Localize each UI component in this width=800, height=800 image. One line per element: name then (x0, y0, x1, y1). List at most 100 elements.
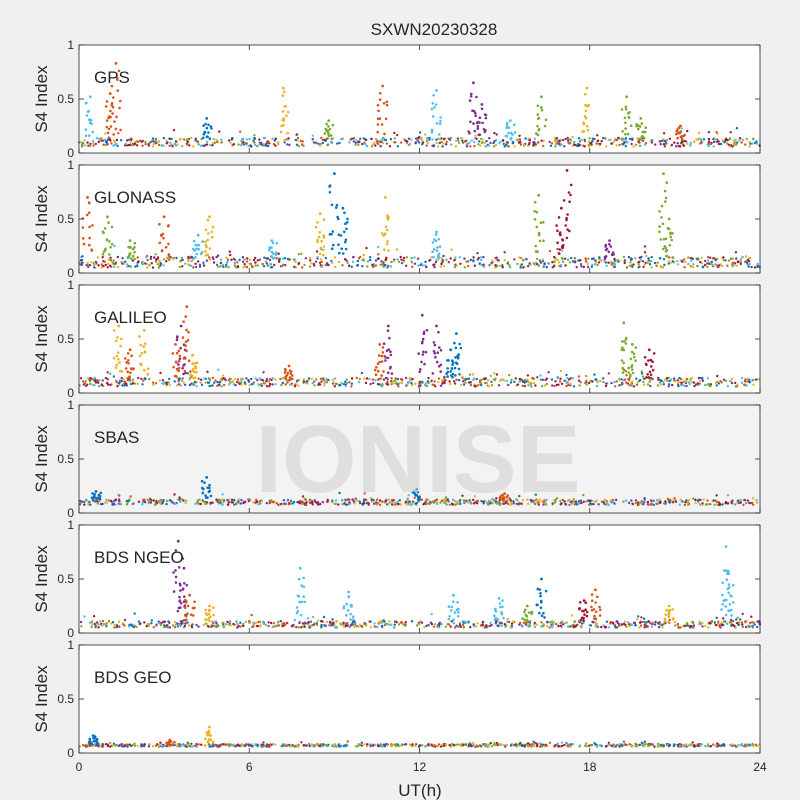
spike-point (434, 355, 437, 359)
data-point (680, 381, 683, 385)
data-point (473, 495, 476, 498)
data-point (146, 266, 149, 269)
data-point (353, 502, 356, 505)
data-point (701, 266, 705, 269)
data-point (735, 501, 739, 504)
data-point (83, 615, 86, 618)
data-point (241, 260, 245, 263)
spike-point (649, 373, 653, 377)
spike-point (726, 587, 730, 591)
data-point (433, 383, 436, 387)
data-point (473, 264, 476, 267)
data-point (118, 620, 121, 623)
spike-point (91, 130, 94, 134)
data-point (721, 139, 724, 142)
data-point (582, 500, 585, 503)
data-point (220, 138, 223, 141)
spike-point (338, 251, 341, 255)
data-point (566, 136, 569, 140)
data-point (256, 259, 259, 262)
data-point (610, 381, 613, 385)
data-point (321, 620, 324, 623)
spike-point (629, 357, 633, 361)
data-point (582, 265, 585, 269)
data-point (515, 498, 518, 501)
spike-point (431, 102, 435, 105)
spike-peak (449, 348, 453, 352)
data-point (330, 140, 333, 144)
spike-point (390, 372, 394, 375)
spike-peak (179, 324, 183, 328)
data-point (436, 145, 440, 148)
data-point (277, 252, 280, 255)
data-point (734, 503, 737, 506)
data-point (94, 142, 98, 146)
data-point (344, 380, 347, 383)
spike-point (99, 491, 103, 495)
spike-point (676, 128, 679, 131)
data-point (593, 263, 597, 266)
data-point (320, 380, 323, 383)
data-point (364, 381, 368, 385)
spike-point (681, 138, 684, 141)
spike-peak (560, 206, 563, 210)
data-point (570, 139, 573, 142)
data-point (543, 264, 546, 268)
spike-peak (630, 343, 634, 346)
data-point (689, 256, 692, 260)
data-point (613, 502, 616, 505)
data-point (751, 501, 754, 505)
data-point (245, 377, 248, 380)
spike-point (112, 356, 116, 360)
data-point (268, 378, 272, 381)
data-point (162, 258, 166, 261)
data-point (625, 625, 628, 628)
data-point (435, 138, 438, 141)
data-point (575, 265, 578, 269)
spike-point (183, 582, 186, 585)
spike-point (195, 252, 198, 256)
data-point (311, 138, 314, 141)
data-point (519, 621, 522, 624)
data-point (663, 378, 667, 381)
data-point (255, 500, 259, 503)
spike-point (437, 252, 441, 255)
data-point (348, 503, 351, 506)
data-point (139, 622, 142, 625)
data-point (96, 502, 100, 505)
spike-point (472, 122, 475, 125)
data-point (369, 625, 372, 629)
data-point (252, 258, 256, 262)
data-point (143, 262, 147, 265)
y-tick-label: 0 (67, 386, 74, 400)
spike-point (84, 128, 87, 131)
data-point (245, 260, 249, 263)
data-point (314, 377, 318, 381)
data-point (331, 378, 335, 381)
data-point (577, 379, 581, 382)
spike-point (178, 354, 182, 358)
data-point (569, 377, 572, 380)
data-point (447, 623, 451, 626)
data-point (611, 499, 615, 502)
data-point (350, 377, 354, 380)
spike-point (158, 222, 161, 226)
data-point (618, 624, 621, 627)
spike-point (645, 376, 648, 379)
data-point (85, 498, 88, 502)
plot-area (79, 405, 760, 513)
spike-peak (205, 117, 209, 120)
spike-point (447, 617, 451, 621)
spike-point (679, 135, 683, 139)
data-point (735, 143, 738, 146)
data-point (669, 378, 673, 381)
data-point (752, 138, 755, 141)
spike-point (328, 191, 332, 194)
data-point (249, 262, 253, 266)
spike-point (539, 599, 543, 603)
spike-point (634, 346, 638, 349)
data-point (571, 260, 575, 263)
data-point (120, 376, 123, 380)
data-point (279, 377, 282, 381)
data-point (655, 264, 658, 267)
